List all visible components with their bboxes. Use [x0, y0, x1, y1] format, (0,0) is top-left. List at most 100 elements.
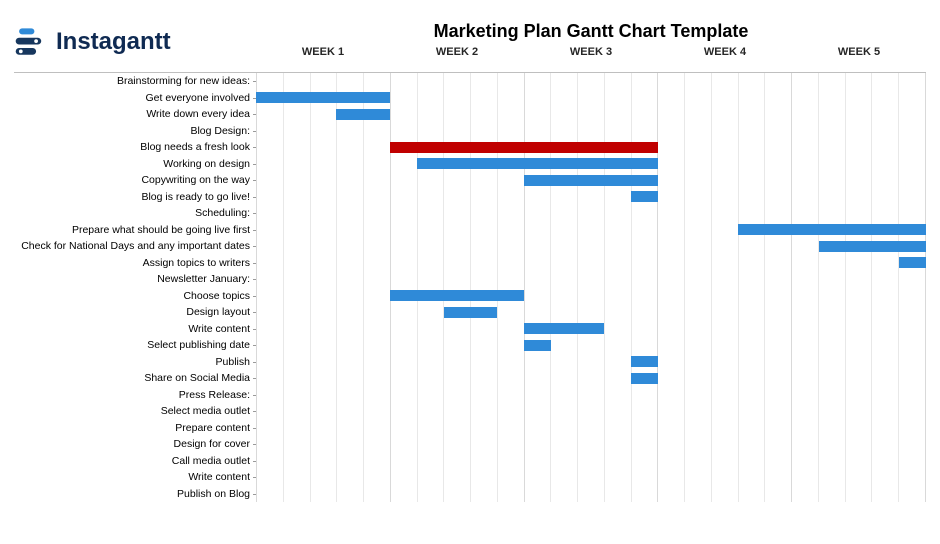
task-row [256, 436, 926, 453]
task-label: Select media outlet [14, 403, 256, 420]
task-label: Prepare content [14, 420, 256, 437]
task-row [256, 123, 926, 140]
gantt-bar [444, 307, 498, 318]
task-label: Call media outlet [14, 453, 256, 470]
row-tick [253, 312, 256, 313]
task-row [256, 156, 926, 173]
row-tick [253, 362, 256, 363]
gantt-bar [819, 241, 926, 252]
chart-area: Brainstorming for new ideas:Get everyone… [14, 72, 926, 502]
row-tick [253, 411, 256, 412]
gantt-bar [524, 323, 604, 334]
gantt-bar [738, 224, 926, 235]
week-header: WEEK 1WEEK 2WEEK 3WEEK 4WEEK 5 [256, 46, 926, 64]
row-tick [253, 197, 256, 198]
task-label: Blog is ready to go live! [14, 189, 256, 206]
row-tick [253, 296, 256, 297]
row-tick [253, 230, 256, 231]
task-row [256, 337, 926, 354]
gantt-bar [524, 340, 551, 351]
gantt-bar [256, 92, 390, 103]
row-tick [253, 477, 256, 478]
task-label: Blog Design: [14, 123, 256, 140]
task-label: Scheduling: [14, 205, 256, 222]
task-row [256, 271, 926, 288]
task-label: Press Release: [14, 387, 256, 404]
row-tick [253, 395, 256, 396]
task-row [256, 189, 926, 206]
gantt-bar [390, 142, 658, 153]
header: Instagantt Marketing Plan Gantt Chart Te… [14, 18, 926, 66]
row-tick [253, 494, 256, 495]
row-tick [253, 246, 256, 247]
task-row [256, 403, 926, 420]
task-label: Design layout [14, 304, 256, 321]
task-label: Publish [14, 354, 256, 371]
brand-name: Instagantt [56, 28, 171, 56]
row-tick [253, 81, 256, 82]
task-row [256, 73, 926, 90]
row-tick [253, 345, 256, 346]
task-label: Select publishing date [14, 337, 256, 354]
gantt-bar [631, 373, 658, 384]
task-label: Design for cover [14, 436, 256, 453]
task-label: Write down every idea [14, 106, 256, 123]
gantt-bars [256, 73, 926, 502]
week-label: WEEK 3 [524, 46, 658, 64]
row-tick [253, 329, 256, 330]
task-label: Newsletter January: [14, 271, 256, 288]
task-row [256, 354, 926, 371]
title-area: Marketing Plan Gantt Chart Template WEEK… [256, 21, 926, 64]
task-label: Choose topics [14, 288, 256, 305]
chart-title: Marketing Plan Gantt Chart Template [256, 21, 926, 42]
gantt-bar [899, 257, 926, 268]
row-tick [253, 114, 256, 115]
task-row [256, 486, 926, 503]
task-row [256, 420, 926, 437]
row-tick [253, 428, 256, 429]
task-row [256, 321, 926, 338]
row-tick [253, 461, 256, 462]
row-tick [253, 378, 256, 379]
task-label: Write content [14, 321, 256, 338]
task-row [256, 172, 926, 189]
row-tick [253, 147, 256, 148]
gantt-bar [631, 356, 658, 367]
gantt-bar [631, 191, 658, 202]
row-tick [253, 131, 256, 132]
task-label: Check for National Days and any importan… [14, 238, 256, 255]
task-row [256, 469, 926, 486]
gantt-bar [417, 158, 658, 169]
task-row [256, 106, 926, 123]
task-row [256, 370, 926, 387]
week-label: WEEK 2 [390, 46, 524, 64]
task-label: Assign topics to writers [14, 255, 256, 272]
task-label: Get everyone involved [14, 90, 256, 107]
task-row [256, 139, 926, 156]
week-label: WEEK 4 [658, 46, 792, 64]
gantt-bar [524, 175, 658, 186]
task-label: Copywriting on the way [14, 172, 256, 189]
logo-area: Instagantt [14, 25, 256, 59]
task-row [256, 304, 926, 321]
task-label: Share on Social Media [14, 370, 256, 387]
row-tick [253, 180, 256, 181]
gantt-bar [336, 109, 390, 120]
task-row [256, 205, 926, 222]
task-row [256, 288, 926, 305]
gantt-container: Instagantt Marketing Plan Gantt Chart Te… [0, 0, 940, 544]
row-tick [253, 444, 256, 445]
task-label: Publish on Blog [14, 486, 256, 503]
task-row [256, 222, 926, 239]
row-tick [253, 164, 256, 165]
row-tick [253, 213, 256, 214]
gantt-bar [390, 290, 524, 301]
gantt-grid [256, 73, 926, 502]
task-row [256, 453, 926, 470]
task-row [256, 387, 926, 404]
task-label: Blog needs a fresh look [14, 139, 256, 156]
row-tick [253, 263, 256, 264]
task-labels-column: Brainstorming for new ideas:Get everyone… [14, 73, 256, 502]
task-label: Brainstorming for new ideas: [14, 73, 256, 90]
row-tick [253, 279, 256, 280]
